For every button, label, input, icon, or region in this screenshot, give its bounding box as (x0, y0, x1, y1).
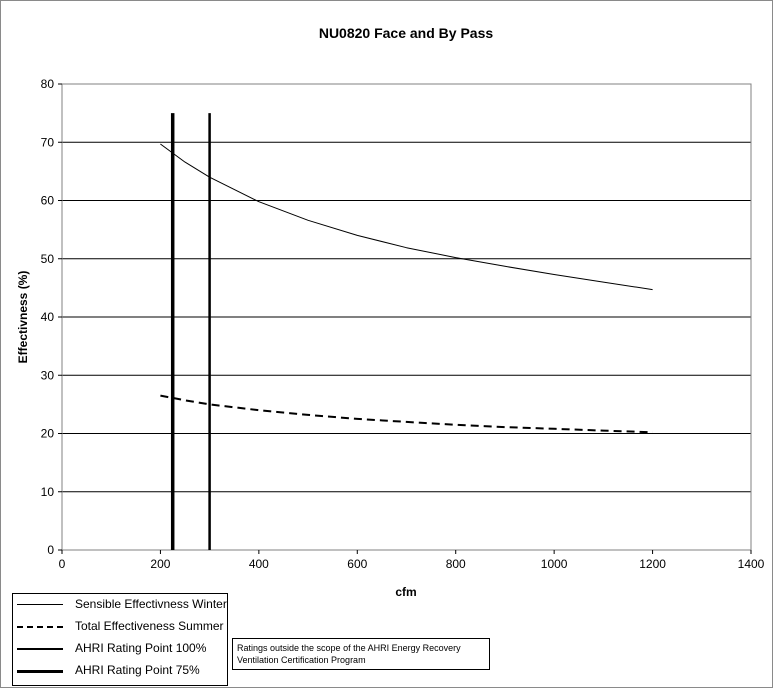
x-tick-label: 1400 (738, 557, 765, 571)
legend-label: AHRI Rating Point 75% (75, 663, 200, 677)
x-tick-label: 0 (59, 557, 66, 571)
y-tick-label: 80 (41, 77, 55, 91)
y-tick-label: 10 (41, 485, 55, 499)
y-tick-label: 60 (41, 194, 55, 208)
x-tick-label: 800 (446, 557, 466, 571)
y-tick-label: 20 (41, 427, 55, 441)
y-tick-label: 30 (41, 368, 55, 382)
legend-swatch-dashed (17, 626, 63, 628)
x-axis-label: cfm (395, 585, 416, 599)
x-tick-label: 600 (347, 557, 367, 571)
y-tick-label: 40 (41, 310, 55, 324)
x-tick-label: 200 (150, 557, 170, 571)
x-axis-ticks: 0 200 400 600 800 1000 1200 1400 (59, 550, 765, 571)
gridlines (62, 83, 751, 551)
y-axis-ticks: 0 10 20 30 40 50 60 70 80 (41, 77, 62, 557)
legend-item-ahri-100: AHRI Rating Point 100% (13, 640, 227, 656)
legend-label: Total Effectiveness Summer (75, 619, 224, 633)
legend-item-sensible-winter: Sensible Effectivness Winter (13, 596, 227, 612)
y-tick-label: 70 (41, 135, 55, 149)
x-tick-label: 400 (249, 557, 269, 571)
x-tick-label: 1200 (639, 557, 666, 571)
y-tick-label: 0 (47, 543, 54, 557)
x-tick-label: 1000 (541, 557, 568, 571)
y-axis-label: Effectivness (%) (16, 271, 30, 364)
certification-note: Ratings outside the scope of the AHRI En… (232, 638, 490, 670)
legend-item-total-summer: Total Effectiveness Summer (13, 618, 227, 634)
legend-swatch-thick (17, 670, 63, 673)
legend-label: Sensible Effectivness Winter (75, 597, 227, 611)
legend-swatch-medium (17, 648, 63, 650)
legend-swatch-solid-thin (17, 604, 63, 605)
legend-label: AHRI Rating Point 100% (75, 641, 207, 655)
series-line-1 (160, 394, 653, 434)
series-group (160, 113, 653, 550)
legend: Sensible Effectivness Winter Total Effec… (12, 593, 228, 686)
series-line-0 (160, 143, 653, 291)
chart-title: NU0820 Face and By Pass (319, 25, 494, 41)
y-tick-label: 50 (41, 252, 55, 266)
legend-item-ahri-75: AHRI Rating Point 75% (13, 662, 227, 678)
